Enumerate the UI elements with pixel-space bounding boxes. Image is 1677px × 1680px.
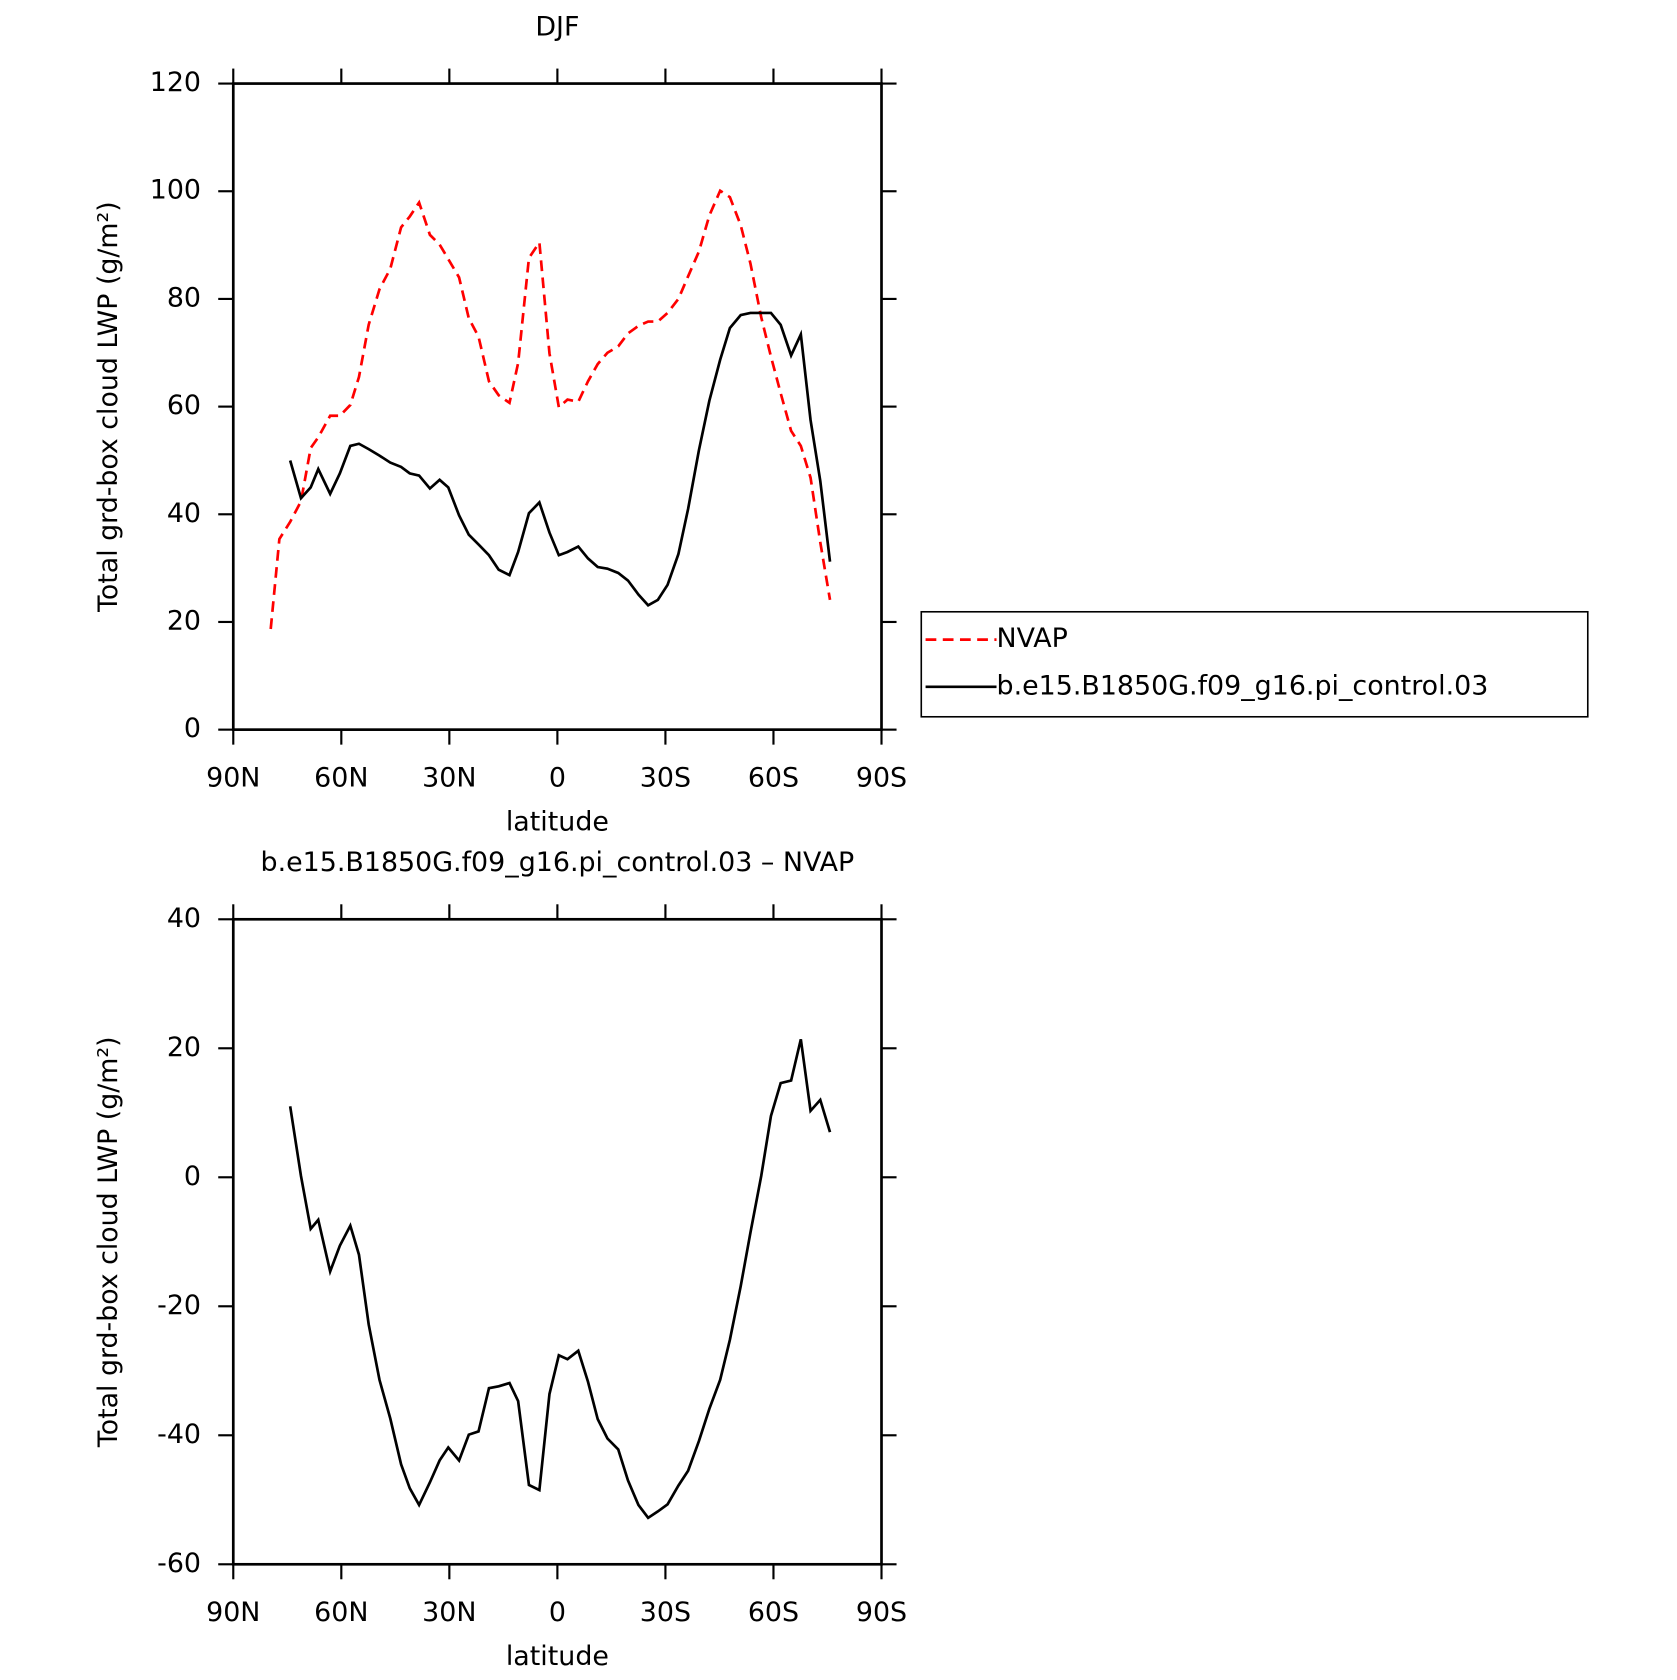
data-line	[288, 311, 832, 607]
x-tick-label: 90S	[856, 762, 907, 793]
legend-label: b.e15.B1850G.f09_g16.pi_control.03	[997, 670, 1489, 701]
x-axis-label: latitude	[506, 806, 609, 837]
chart-title: DJF	[535, 11, 579, 42]
data-line	[269, 188, 832, 630]
y-tick-label: 60	[167, 390, 201, 421]
x-tick-label: 30N	[422, 1597, 476, 1628]
x-tick-label: 60S	[748, 762, 799, 793]
x-tick-label: 30N	[422, 762, 476, 793]
x-tick-label: 30S	[640, 762, 691, 793]
y-tick-label: 40	[167, 498, 201, 529]
y-tick-label: 0	[184, 1161, 201, 1192]
y-axis-label: Total grd-box cloud LWP (g/m²)	[93, 201, 124, 613]
y-tick-label: 80	[167, 282, 201, 313]
x-tick-label: 0	[549, 1597, 566, 1628]
x-tick-label: 90N	[206, 762, 260, 793]
y-tick-label: 40	[167, 903, 201, 934]
y-axis-label: Total grd-box cloud LWP (g/m²)	[93, 1036, 124, 1448]
y-tick-label: 0	[184, 713, 201, 744]
y-tick-label: -20	[157, 1290, 201, 1321]
legend-label: NVAP	[997, 623, 1068, 654]
x-tick-label: 90N	[206, 1597, 260, 1628]
y-tick-label: 100	[150, 175, 201, 206]
data-line	[288, 1038, 832, 1520]
y-tick-label: -40	[157, 1419, 201, 1450]
plot-frame	[231, 917, 883, 1566]
plot-frame	[231, 82, 883, 731]
chart-title: b.e15.B1850G.f09_g16.pi_control.03 – NVA…	[261, 847, 855, 878]
y-tick-label: 120	[150, 67, 201, 98]
y-tick-label: -60	[157, 1548, 201, 1579]
x-tick-label: 0	[549, 762, 566, 793]
x-tick-label: 60S	[748, 1597, 799, 1628]
x-tick-label: 90S	[856, 1597, 907, 1628]
x-tick-label: 30S	[640, 1597, 691, 1628]
y-tick-label: 20	[167, 1032, 201, 1063]
x-tick-label: 60N	[314, 762, 368, 793]
x-tick-label: 60N	[314, 1597, 368, 1628]
legend-box	[920, 610, 1589, 718]
x-axis-label: latitude	[506, 1641, 609, 1672]
y-tick-label: 20	[167, 605, 201, 636]
